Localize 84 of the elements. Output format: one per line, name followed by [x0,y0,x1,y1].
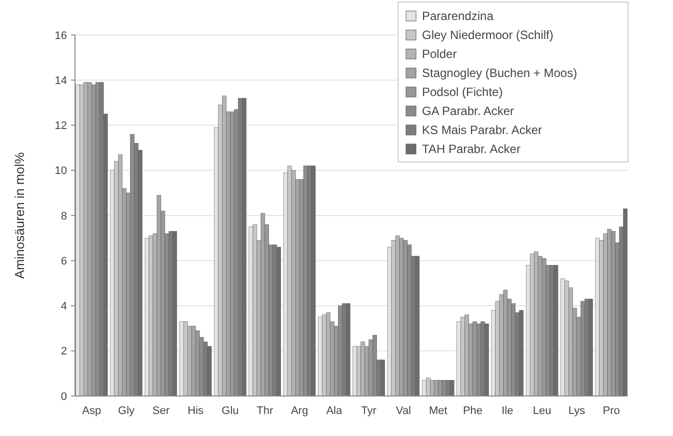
bar [403,240,408,396]
bar [222,96,226,396]
y-tick-label: 16 [54,30,67,42]
y-tick-label: 2 [60,346,67,358]
bar [415,256,420,396]
bar [426,378,430,396]
legend-label: Podsol (Fichte) [422,85,503,100]
bar [287,166,292,396]
x-tick-label: Arg [290,405,308,417]
legend-label: KS Mais Parabr. Acker [422,123,542,138]
legend-label: TAH Parabr. Acker [422,142,520,156]
bar [530,254,534,396]
bar [118,154,122,396]
bar [76,84,80,396]
bar [438,380,442,396]
x-tick-label: Ile [502,405,514,417]
bar [564,280,569,396]
x-tick-label: Asp [82,405,102,417]
bar [260,213,266,396]
bar [623,208,628,396]
legend-label: Pararendzina [422,9,494,24]
bar [380,360,385,396]
x-tick-label: Ser [152,405,170,417]
x-tick-label: Thr [256,405,274,417]
bar [484,324,489,396]
bar [434,380,438,396]
bar [311,166,316,396]
bar [464,314,469,396]
bar [611,231,616,396]
legend-label: Stagnogley (Buchen + Moos) [422,66,578,80]
bar [554,264,558,396]
x-tick-label: Ala [326,405,344,417]
bar [450,380,454,396]
bar [472,321,477,396]
bar [230,112,234,396]
legend-label: Polder [422,47,457,62]
x-tick-label: Val [396,405,412,417]
bar [607,228,612,396]
x-tick-label: Tyr [361,405,377,417]
bar [191,326,196,396]
x-tick-label: Phe [462,405,483,417]
y-tick-label: 0 [60,390,67,403]
bar [80,84,84,396]
x-tick-label: Leu [532,405,552,417]
bar [148,236,154,396]
x-tick-label: Lys [568,405,586,417]
y-tick-label: 14 [54,74,67,87]
y-tick-label: 8 [60,210,67,222]
legend-label: GA Parabr. Acker [422,104,514,118]
x-tick-label: His [188,405,204,417]
bar [326,312,330,396]
bar [542,258,546,396]
bar [368,339,373,396]
y-tick-label: 4 [60,300,67,313]
y-tick-label: 12 [54,120,67,132]
bar [91,84,96,396]
bar [84,82,88,396]
legend-label: Gley Niedermoor (Schilf) [422,28,554,42]
bar [183,321,188,396]
bar [519,310,524,396]
bar [87,82,92,396]
bar [460,316,465,396]
bar [276,246,281,396]
x-tick-label: Glu [222,405,239,417]
bar [399,238,404,396]
y-tick-label: 10 [54,165,67,178]
y-axis-title: Aminosäuren in mol% [12,152,27,279]
bar [503,290,508,396]
x-tick-label: Met [428,405,448,417]
bar [346,303,350,396]
bar [172,231,178,396]
bar [395,236,400,396]
bar [430,380,434,396]
bar [252,224,258,396]
bar [322,314,326,396]
y-tick-label: 6 [60,255,67,268]
bar [422,380,426,396]
bar [242,98,246,396]
bar [360,342,365,396]
x-tick-label: Gly [118,405,136,417]
x-tick-label: Pro [602,405,620,417]
bar [156,195,162,396]
bar [534,251,538,396]
bar [588,298,593,396]
